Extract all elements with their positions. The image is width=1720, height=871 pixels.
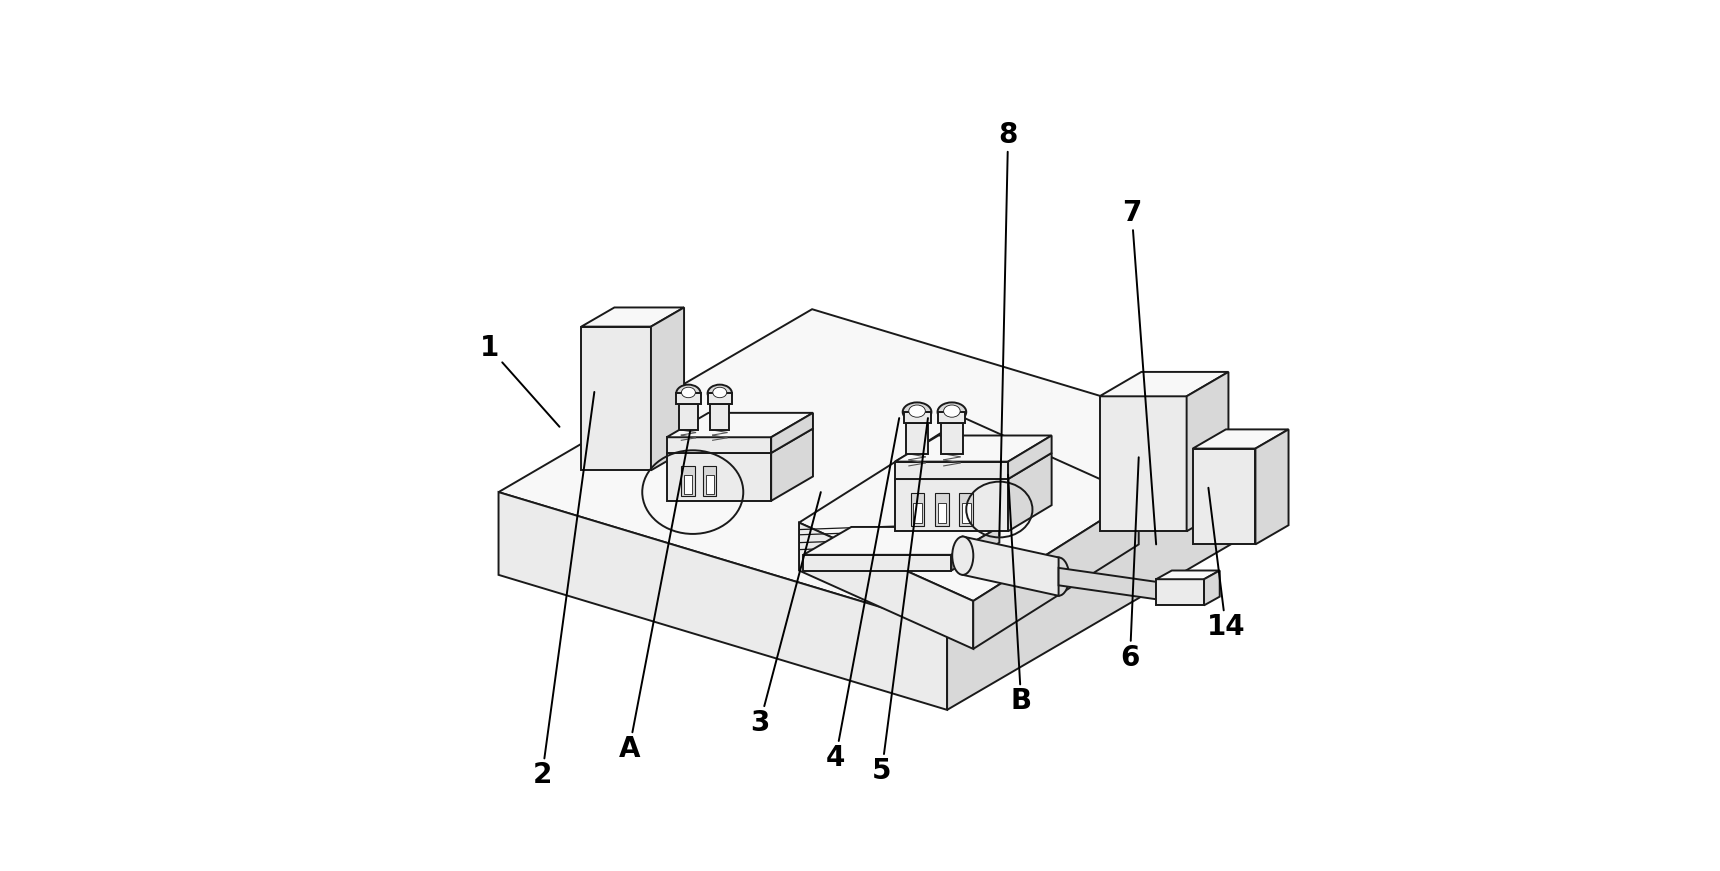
Polygon shape [910, 493, 924, 526]
Polygon shape [941, 423, 963, 454]
Polygon shape [667, 413, 814, 437]
Ellipse shape [676, 385, 700, 402]
Polygon shape [937, 503, 946, 523]
Polygon shape [936, 493, 949, 526]
Polygon shape [685, 475, 691, 494]
Text: 2: 2 [533, 392, 595, 789]
Polygon shape [894, 453, 1051, 479]
Polygon shape [650, 307, 685, 470]
Text: 7: 7 [1121, 199, 1156, 544]
Ellipse shape [908, 405, 925, 417]
Ellipse shape [1047, 557, 1070, 596]
Polygon shape [800, 523, 974, 649]
Polygon shape [903, 412, 931, 423]
Polygon shape [1008, 436, 1051, 479]
Polygon shape [894, 436, 1051, 462]
Polygon shape [676, 394, 700, 404]
Polygon shape [681, 466, 695, 496]
Polygon shape [948, 444, 1261, 710]
Polygon shape [499, 492, 948, 710]
Ellipse shape [953, 537, 974, 575]
Polygon shape [499, 309, 1261, 627]
Text: 8: 8 [998, 121, 1018, 536]
Polygon shape [961, 503, 970, 523]
Polygon shape [1192, 449, 1256, 544]
Text: 14: 14 [1206, 488, 1245, 641]
Ellipse shape [937, 402, 967, 422]
Polygon shape [703, 466, 716, 496]
Polygon shape [705, 475, 714, 494]
Text: 6: 6 [1120, 457, 1140, 672]
Polygon shape [771, 429, 814, 501]
Polygon shape [960, 493, 974, 526]
Ellipse shape [707, 385, 733, 402]
Ellipse shape [903, 402, 932, 422]
Polygon shape [679, 404, 698, 430]
Polygon shape [771, 413, 814, 453]
Polygon shape [800, 418, 1139, 601]
Polygon shape [1099, 396, 1187, 531]
Polygon shape [1156, 571, 1219, 579]
Polygon shape [667, 437, 771, 453]
Polygon shape [1204, 571, 1219, 605]
Polygon shape [913, 503, 922, 523]
Polygon shape [1156, 579, 1204, 605]
Ellipse shape [681, 388, 695, 398]
Polygon shape [1099, 372, 1228, 396]
Ellipse shape [712, 388, 728, 398]
Text: B: B [1008, 475, 1032, 715]
Ellipse shape [944, 405, 960, 417]
Polygon shape [1256, 429, 1288, 544]
Polygon shape [803, 527, 999, 555]
Polygon shape [581, 307, 685, 327]
Polygon shape [1008, 453, 1051, 531]
Polygon shape [974, 496, 1139, 649]
Polygon shape [1192, 429, 1288, 449]
Polygon shape [894, 479, 1008, 531]
Polygon shape [1058, 568, 1156, 599]
Polygon shape [667, 429, 814, 453]
Text: 5: 5 [872, 418, 927, 785]
Polygon shape [963, 537, 1058, 596]
Polygon shape [939, 412, 965, 423]
Polygon shape [710, 404, 729, 430]
Polygon shape [803, 555, 951, 571]
Polygon shape [667, 453, 771, 501]
Polygon shape [894, 462, 1008, 479]
Polygon shape [906, 423, 927, 454]
Text: 3: 3 [750, 492, 820, 737]
Text: 1: 1 [480, 334, 559, 427]
Polygon shape [1187, 372, 1228, 531]
Polygon shape [707, 394, 733, 404]
Text: 4: 4 [826, 418, 900, 772]
Text: A: A [619, 431, 690, 763]
Polygon shape [581, 327, 650, 470]
Polygon shape [951, 527, 999, 571]
